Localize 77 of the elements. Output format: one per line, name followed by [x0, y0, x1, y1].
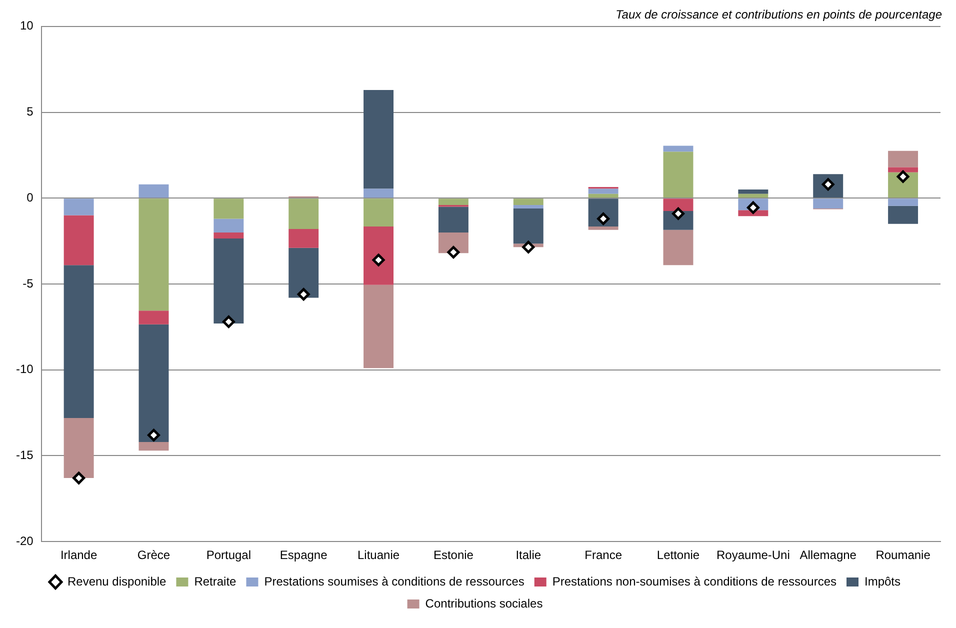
y-tick-label: -10	[16, 362, 34, 376]
x-tick-label: Roumanie	[876, 548, 931, 562]
bar	[513, 205, 544, 208]
bar	[438, 198, 468, 206]
bar	[588, 188, 618, 194]
y-tick-label: 5	[26, 104, 34, 119]
point	[447, 246, 460, 258]
bar	[438, 206, 468, 232]
point	[896, 170, 910, 183]
bar	[214, 238, 244, 324]
point	[372, 254, 385, 266]
bar	[138, 310, 169, 324]
bar	[663, 146, 694, 152]
bar	[214, 198, 244, 219]
bar	[663, 198, 694, 212]
bar	[364, 90, 394, 189]
legend-label: Contributions sociales	[425, 596, 543, 610]
bar	[888, 206, 918, 224]
bar	[888, 167, 918, 172]
x-tick-label: Espagne	[280, 548, 328, 562]
bar	[364, 188, 394, 198]
x-tick-label: Grèce	[137, 548, 170, 562]
x-tick-label: France	[584, 548, 622, 562]
bar	[513, 198, 544, 206]
legend-label: Prestations soumises à conditions de ressources	[264, 574, 524, 588]
bar	[214, 232, 244, 238]
x-tick-label: Lettonie	[656, 548, 700, 562]
bar	[64, 215, 94, 266]
point	[147, 428, 160, 442]
bar	[138, 442, 169, 451]
bar	[138, 198, 169, 311]
x-tick-label: Irlande	[60, 548, 98, 562]
y-tick-label: -5	[22, 276, 34, 290]
bar	[588, 194, 618, 198]
x-tick-label: Royaume-Uni	[716, 548, 790, 562]
point	[222, 316, 235, 328]
x-tick-label: Allemagne	[800, 548, 857, 562]
chart-title: Taux de croissance et contributions en points de pourcentage	[616, 8, 942, 22]
bar	[588, 226, 618, 230]
y-tick-label: 0	[26, 190, 34, 204]
bar	[663, 230, 694, 266]
bar	[138, 324, 169, 442]
bar	[214, 218, 244, 232]
bar	[288, 248, 319, 298]
point	[297, 288, 310, 301]
y-tick-label: -20	[16, 534, 34, 548]
point	[746, 201, 760, 214]
bar	[888, 198, 918, 206]
bar	[513, 208, 544, 244]
bar	[64, 418, 94, 478]
bar	[364, 284, 394, 368]
bar	[438, 232, 468, 254]
bar	[288, 229, 319, 248]
bar	[813, 198, 844, 208]
legend-label: Retraite	[194, 574, 237, 588]
x-tick-label: Estonie	[433, 548, 474, 562]
bar	[64, 265, 94, 418]
legend-label: Revenu disponible	[67, 574, 167, 588]
y-tick-label: -15	[16, 448, 34, 462]
bar	[738, 194, 768, 198]
bar	[888, 150, 918, 168]
x-tick-label: Portugal	[206, 548, 252, 562]
y-tick-label: 10	[20, 18, 34, 33]
bar	[288, 198, 319, 230]
x-tick-label: Lituanie	[358, 548, 400, 562]
point	[72, 472, 86, 484]
bar	[738, 190, 768, 194]
point	[522, 240, 535, 254]
bar	[64, 198, 94, 216]
x-tick-label: Italie	[516, 548, 542, 562]
legend-label: Impôts	[864, 574, 901, 588]
bar	[663, 152, 694, 198]
legend-label: Prestations non-soumises à conditions de ressources	[552, 574, 837, 588]
bar	[364, 226, 394, 285]
bar	[364, 198, 394, 226]
point	[672, 207, 684, 220]
bar	[138, 184, 169, 198]
